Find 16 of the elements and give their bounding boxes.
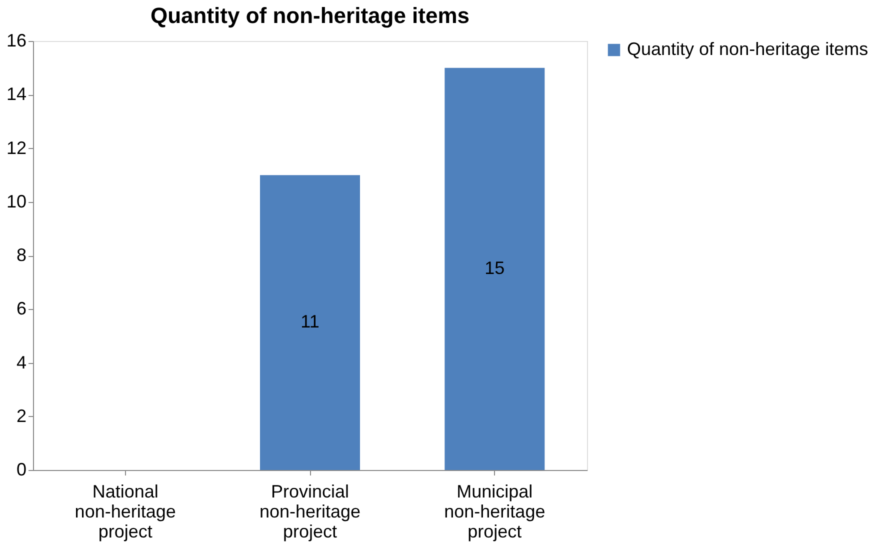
data-label: 15 (484, 258, 505, 278)
y-tick-label: 6 (16, 298, 26, 319)
y-tick-label: 12 (6, 138, 26, 158)
legend-label: Quantity of non-heritage items (627, 39, 868, 59)
x-tick-label: National non-heritage project (74, 482, 176, 542)
y-tick-label: 4 (16, 352, 26, 372)
chart-title: Quantity of non-heritage items (150, 3, 470, 28)
x-tick-label: Provincial non-heritage project (259, 482, 361, 542)
y-tick-label: 14 (6, 84, 26, 104)
data-label: 11 (300, 312, 320, 332)
y-tick-label: 10 (6, 191, 26, 212)
x-tick-label: Municipal non-heritage project (444, 482, 546, 542)
y-tick-label: 2 (16, 406, 26, 426)
y-tick-label: 0 (16, 460, 26, 480)
y-tick-label: 16 (6, 30, 26, 50)
y-tick-label: 8 (16, 245, 26, 265)
